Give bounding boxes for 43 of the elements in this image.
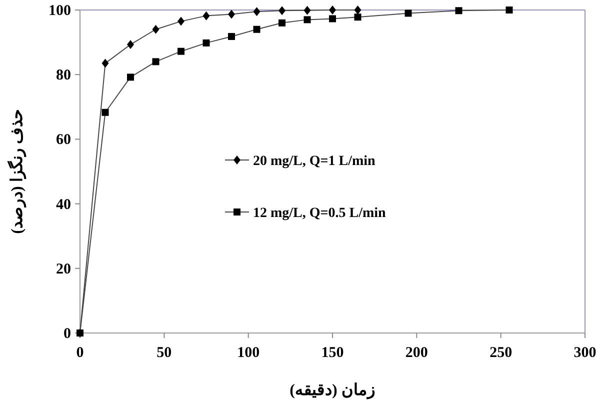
- y-tick-label: 40: [56, 196, 71, 213]
- point: [127, 40, 134, 50]
- y-tick-label: 100: [48, 3, 71, 19]
- point: [202, 11, 210, 20]
- point: [102, 108, 109, 116]
- x-axis-title: زمان (دقیقه): [290, 382, 376, 400]
- point: [127, 74, 134, 81]
- y-tick-label: 80: [56, 68, 71, 84]
- point: [178, 16, 184, 26]
- x-tick-label: 200: [405, 345, 428, 361]
- x-tick-label: 250: [490, 345, 512, 361]
- point: [228, 32, 235, 40]
- x-tick-label: 300: [574, 345, 596, 361]
- point: [304, 6, 311, 15]
- legend-label: 20 mg/L, Q=1 L/min: [253, 154, 376, 169]
- x-tick-label: 50: [156, 345, 172, 361]
- y-tick-label: 20: [56, 261, 71, 278]
- point: [228, 10, 235, 19]
- x-tick-label: 100: [237, 345, 260, 361]
- point: [178, 48, 184, 55]
- legend-label: 12 mg/L, Q=0.5 L/min: [253, 206, 386, 221]
- point: [152, 24, 160, 34]
- point: [455, 7, 462, 14]
- point: [404, 10, 412, 17]
- point: [76, 330, 84, 336]
- point: [329, 15, 336, 22]
- y-tick-label: 0: [64, 326, 71, 342]
- x-tick-label: 0: [76, 345, 84, 361]
- point: [278, 19, 286, 26]
- point: [506, 6, 513, 14]
- point: [278, 6, 286, 16]
- x-tick-label: 150: [321, 345, 344, 361]
- point: [202, 39, 210, 46]
- point: [253, 7, 260, 16]
- point: [329, 6, 336, 14]
- y-axis-title: حذف رنگزا (درصد): [7, 109, 27, 234]
- point: [354, 6, 362, 14]
- point: [253, 26, 260, 33]
- point: [354, 14, 362, 21]
- point: [152, 58, 160, 66]
- y-tick-label: 60: [56, 132, 71, 148]
- point: [304, 16, 311, 24]
- point: [102, 58, 109, 68]
